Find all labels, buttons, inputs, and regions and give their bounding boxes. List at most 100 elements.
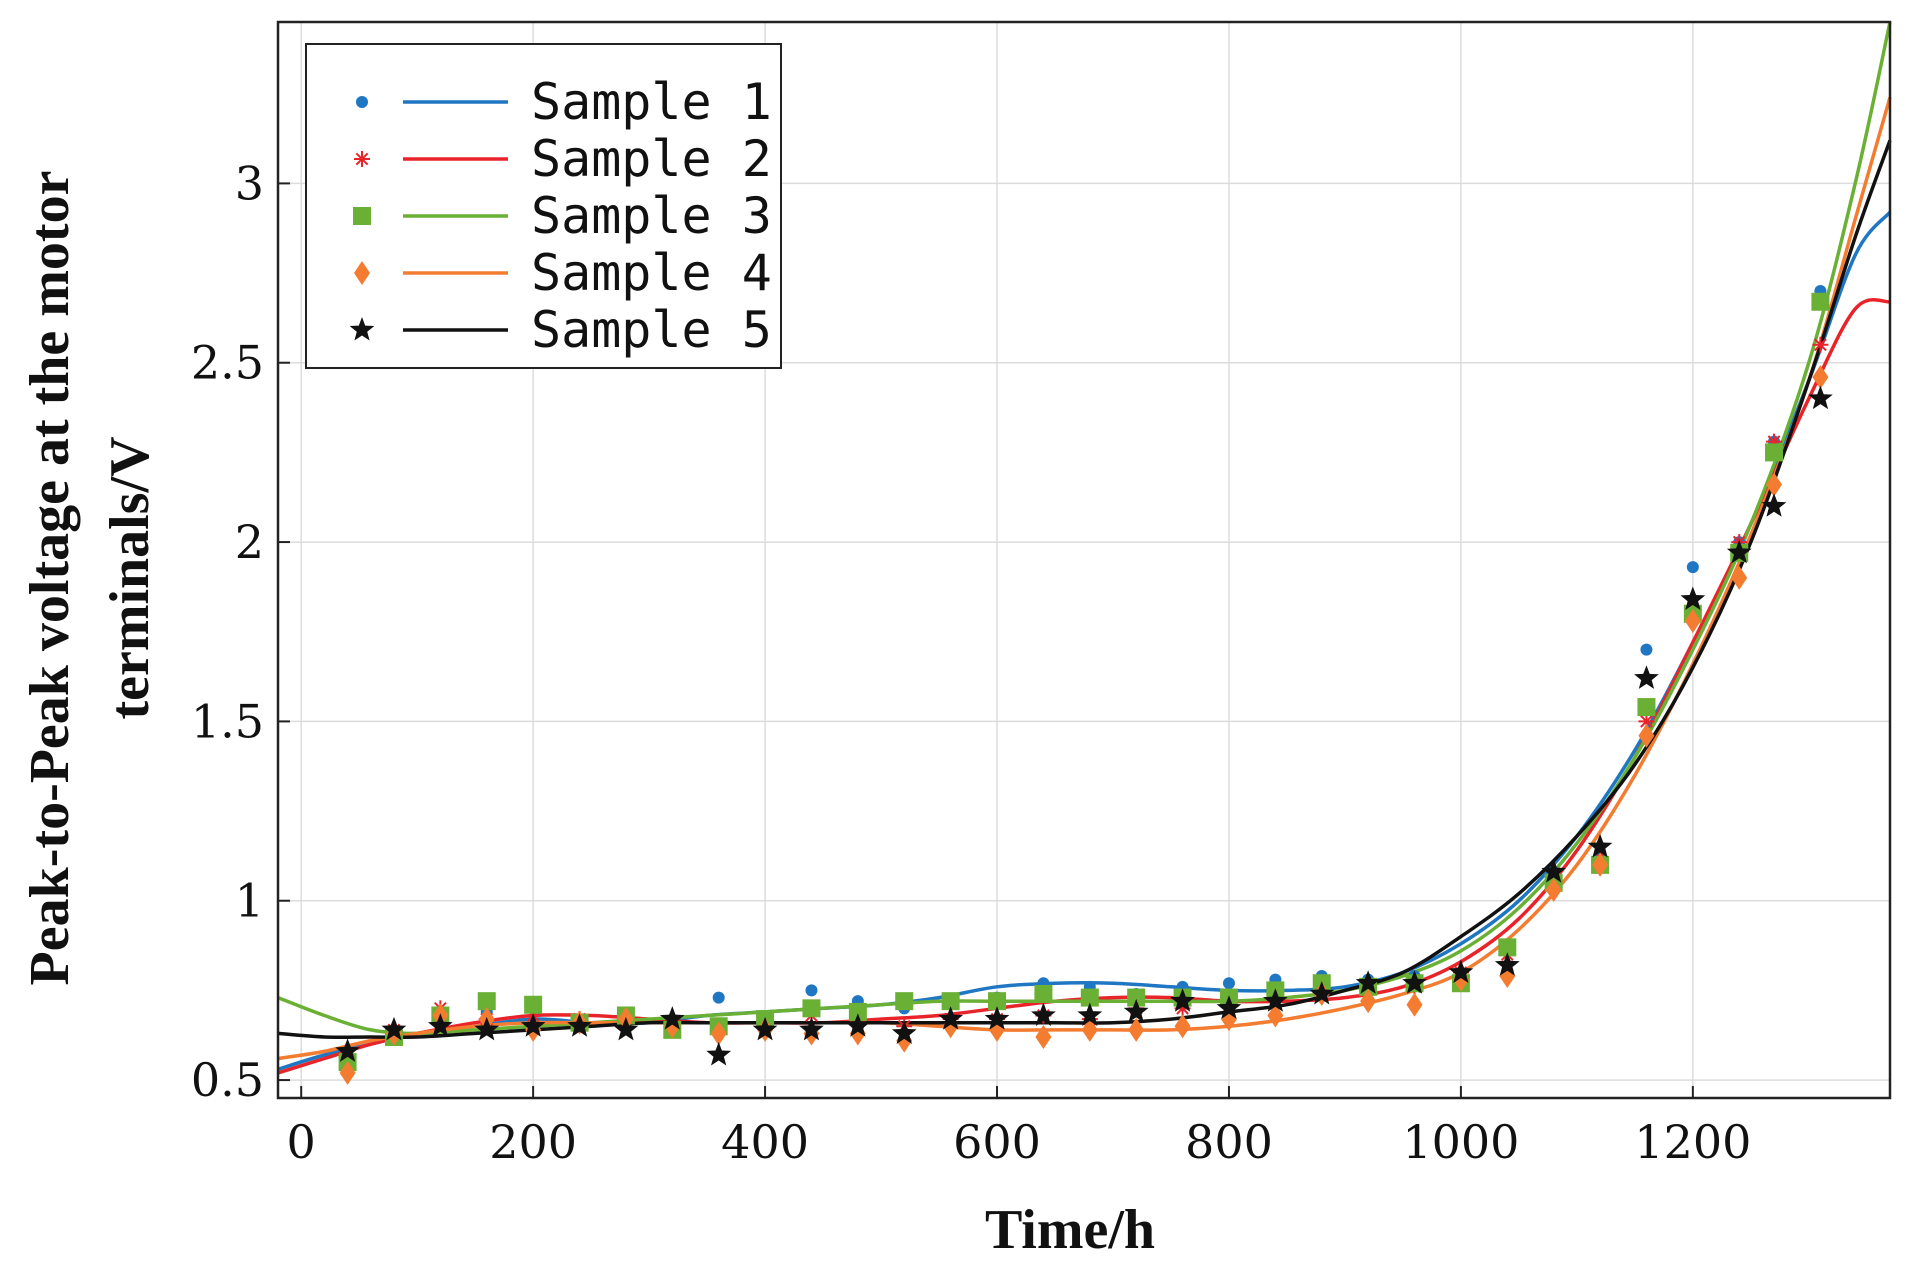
point-sample-5 <box>1448 959 1474 983</box>
fit-line-sample-3 <box>277 21 1892 1036</box>
fit-line-sample-5 <box>277 139 1892 1040</box>
point-sample-5 <box>1726 539 1752 564</box>
legend-item-sample-4: Sample 4 <box>354 244 772 302</box>
point-sample-3 <box>802 999 821 1018</box>
point-sample-4 <box>1081 1017 1098 1042</box>
point-sample-5 <box>1680 586 1706 610</box>
point-sample-4 <box>1406 992 1423 1017</box>
legend-label: Sample 3 <box>531 187 772 245</box>
point-sample-5 <box>984 1006 1010 1030</box>
point-sample-5 <box>1494 952 1520 976</box>
point-sample-5 <box>1587 833 1613 858</box>
point-sample-4 <box>1174 1014 1191 1039</box>
point-sample-3 <box>477 992 496 1011</box>
point-sample-5 <box>1170 988 1195 1012</box>
y-tick-label: 1.5 <box>191 694 264 748</box>
point-sample-3 <box>1811 292 1830 311</box>
point-sample-5 <box>1761 493 1787 517</box>
plot-frame <box>276 20 1892 1100</box>
point-sample-1 <box>1222 977 1235 990</box>
legend-marker <box>354 151 370 167</box>
point-sample-3 <box>1498 938 1517 957</box>
point-sample-3 <box>1637 698 1656 717</box>
x-tick-label: 200 <box>489 1115 577 1169</box>
legend-label: Sample 4 <box>531 244 772 302</box>
point-sample-4 <box>1731 565 1748 590</box>
point-sample-2 <box>1812 336 1829 353</box>
point-sample-5 <box>845 1013 871 1037</box>
point-sample-5 <box>428 1013 453 1037</box>
y-tick-label: 1 <box>235 874 264 928</box>
point-sample-1 <box>712 991 725 1004</box>
point-sample-5 <box>1309 981 1335 1005</box>
point-sample-3 <box>895 992 914 1011</box>
x-tick-label: 800 <box>1185 1115 1273 1169</box>
point-sample-4 <box>1128 1017 1145 1042</box>
point-sample-5 <box>1031 1002 1056 1026</box>
x-tick-label: 1000 <box>1402 1115 1519 1169</box>
x-tick-label: 400 <box>721 1115 809 1169</box>
legend-item-sample-5: Sample 5 <box>349 301 772 359</box>
point-sample-5 <box>613 1016 639 1041</box>
point-sample-4 <box>1684 608 1701 633</box>
fit-line-sample-4 <box>277 96 1892 1061</box>
y-axis-title-line-1: Peak-to-Peak voltage at the motor <box>19 171 81 986</box>
point-sample-5 <box>1634 665 1659 689</box>
x-axis-title: Time/h <box>985 1199 1155 1261</box>
point-sample-5 <box>381 1016 407 1041</box>
point-sample-3 <box>988 992 1007 1011</box>
point-sample-5 <box>891 1020 917 1044</box>
point-sample-4 <box>1545 877 1562 902</box>
x-tick-label: 1200 <box>1634 1115 1751 1169</box>
point-sample-3 <box>1080 988 1099 1007</box>
point-sample-5 <box>659 1006 685 1030</box>
legend-item-sample-3: Sample 3 <box>353 187 772 245</box>
point-sample-3 <box>848 1002 867 1021</box>
x-tick-label: 0 <box>287 1115 316 1169</box>
point-sample-5 <box>1263 988 1288 1012</box>
point-sample-4 <box>942 1014 959 1039</box>
point-sample-4 <box>1035 1025 1052 1050</box>
point-sample-5 <box>1077 1002 1103 1026</box>
point-sample-4 <box>1592 852 1609 877</box>
legend-marker <box>354 261 370 285</box>
point-sample-3 <box>1765 443 1784 462</box>
point-sample-4 <box>1360 989 1377 1014</box>
point-sample-4 <box>339 1060 356 1085</box>
point-sample-5 <box>1123 998 1149 1023</box>
x-axis: 0 200 400 600 800 1000 1200 <box>287 1086 1751 1169</box>
point-sample-3 <box>1127 988 1146 1007</box>
data-markers <box>335 285 1833 1085</box>
y-tick-label: 0.5 <box>191 1053 264 1107</box>
x-tick-label: 600 <box>953 1115 1041 1169</box>
point-sample-4 <box>710 1021 727 1046</box>
point-sample-5 <box>1808 385 1833 410</box>
point-sample-5 <box>1355 970 1381 994</box>
legend-label: Sample 5 <box>531 301 772 359</box>
y-axis: 0.5 1 1.5 2 2.5 3 <box>191 156 290 1107</box>
point-sample-5 <box>799 1016 824 1041</box>
point-sample-3 <box>941 992 960 1011</box>
fit-lines <box>277 21 1892 1075</box>
point-sample-5 <box>335 1038 360 1062</box>
point-sample-5 <box>938 1006 963 1030</box>
point-sample-1 <box>1640 643 1653 656</box>
point-sample-1 <box>1686 561 1699 574</box>
y-tick-label: 2 <box>235 515 264 569</box>
y-axis-title-line-2: terminals/V <box>99 436 161 719</box>
legend-item-sample-2: Sample 2 <box>354 130 772 188</box>
point-sample-4 <box>989 1017 1006 1042</box>
point-sample-4 <box>1812 365 1829 390</box>
point-sample-5 <box>1402 970 1427 994</box>
legend-item-sample-1: Sample 1 <box>356 73 772 131</box>
y-tick-label: 3 <box>235 156 264 210</box>
point-sample-5 <box>567 1013 592 1037</box>
y-axis-title: Peak-to-Peak voltage at the motor termin… <box>19 171 161 986</box>
point-sample-5 <box>474 1016 500 1041</box>
point-sample-5 <box>1541 859 1566 883</box>
point-sample-4 <box>849 1021 866 1046</box>
point-sample-1 <box>805 984 818 997</box>
